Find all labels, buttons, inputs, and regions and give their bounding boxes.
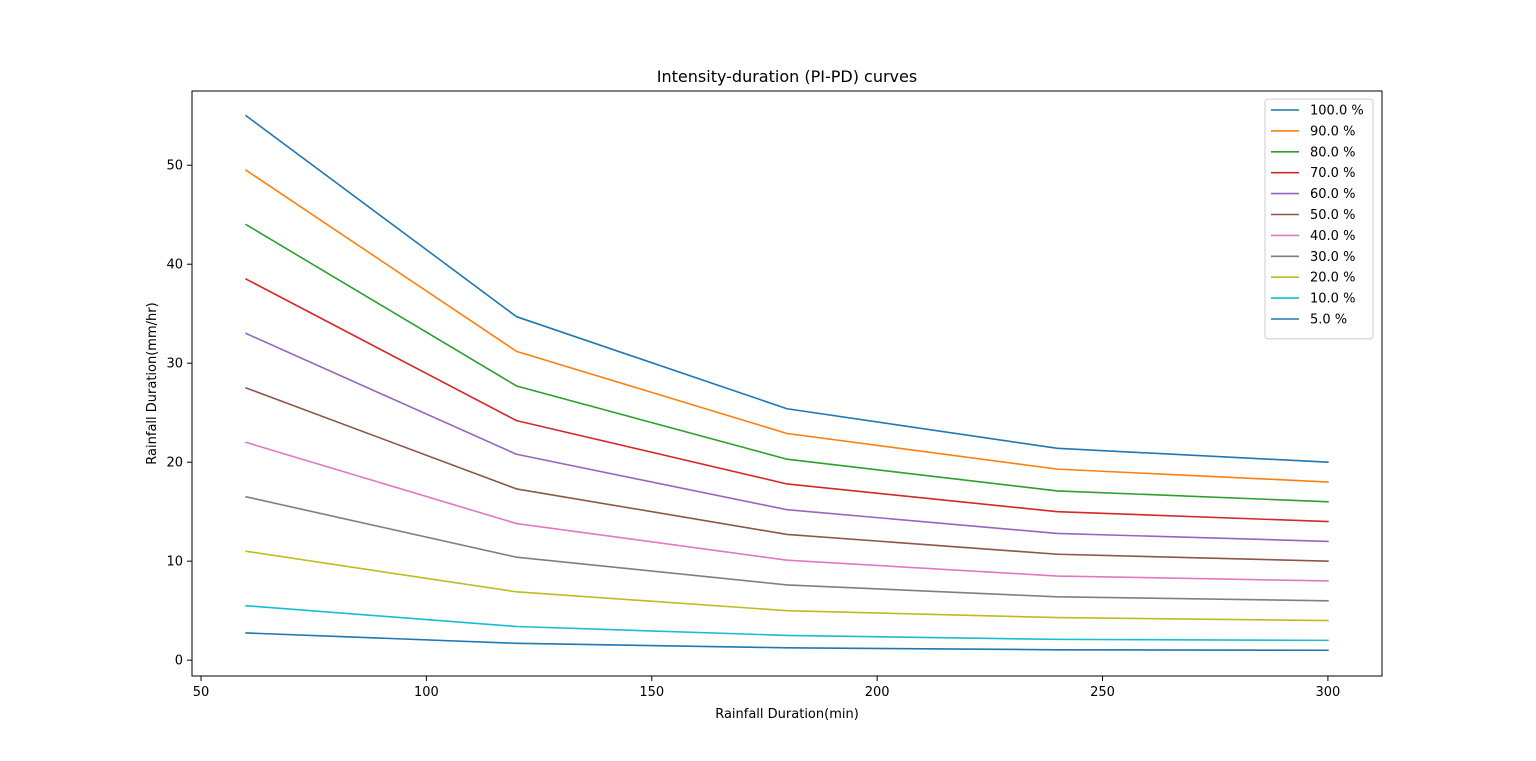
x-axis-label: Rainfall Duration(min)	[715, 707, 859, 722]
legend-entry-label: 80.0 %	[1310, 145, 1355, 160]
series-line-9	[245, 604, 1329, 642]
legend-box	[1264, 98, 1374, 340]
series-line-4	[245, 332, 1329, 543]
y-tick-label: 40	[166, 258, 183, 273]
legend-entry-label: 70.0 %	[1310, 166, 1355, 181]
legend-entry-label: 20.0 %	[1310, 271, 1355, 286]
y-tick-label: 50	[166, 159, 183, 174]
legend-entry-label: 30.0 %	[1310, 250, 1355, 265]
legend: 100.0 % 90.0 % 80.0 % 70.0 % 60.0 % 50.0 % 40.…	[1264, 98, 1374, 340]
series-line-0	[244, 114, 1329, 464]
legend-entry-label: 10.0 %	[1310, 292, 1355, 307]
series-line-2	[244, 223, 1329, 503]
series-line-7	[245, 495, 1329, 602]
y-tick-label: 0	[175, 654, 183, 669]
x-tick-label: 50	[193, 685, 210, 700]
series-line-1	[244, 169, 1329, 483]
series-line-5	[245, 386, 1329, 563]
legend-entry-label: 5.0 %	[1310, 313, 1347, 328]
legend-entry-label: 40.0 %	[1310, 229, 1355, 244]
x-tick-label: 100	[414, 685, 439, 700]
series-line-10	[245, 632, 1329, 652]
x-tick-label: 200	[865, 685, 890, 700]
chart-title: Intensity-duration (PI-PD) curves	[657, 67, 917, 86]
legend-entry-label: 90.0 %	[1310, 124, 1355, 139]
series-line-6	[245, 441, 1329, 582]
y-tick-label: 20	[166, 456, 183, 471]
x-tick-label: 300	[1315, 685, 1340, 700]
axes: 50 100 150 200 250 300 0 10 20 30 40 50	[166, 159, 1340, 700]
series-line-8	[245, 550, 1329, 622]
y-tick-label: 10	[166, 555, 183, 570]
plot-frame	[191, 90, 1383, 677]
x-tick-label: 250	[1090, 685, 1115, 700]
series-lines	[244, 114, 1329, 652]
y-tick-label: 30	[166, 357, 183, 372]
legend-entry-label: 50.0 %	[1310, 208, 1355, 223]
legend-entry-label: 100.0 %	[1310, 104, 1364, 119]
x-tick-label: 150	[639, 685, 664, 700]
y-axis-label: Rainfall Duration(mm/hr)	[145, 302, 160, 464]
series-line-3	[245, 277, 1329, 523]
legend-entry-label: 60.0 %	[1310, 187, 1355, 202]
